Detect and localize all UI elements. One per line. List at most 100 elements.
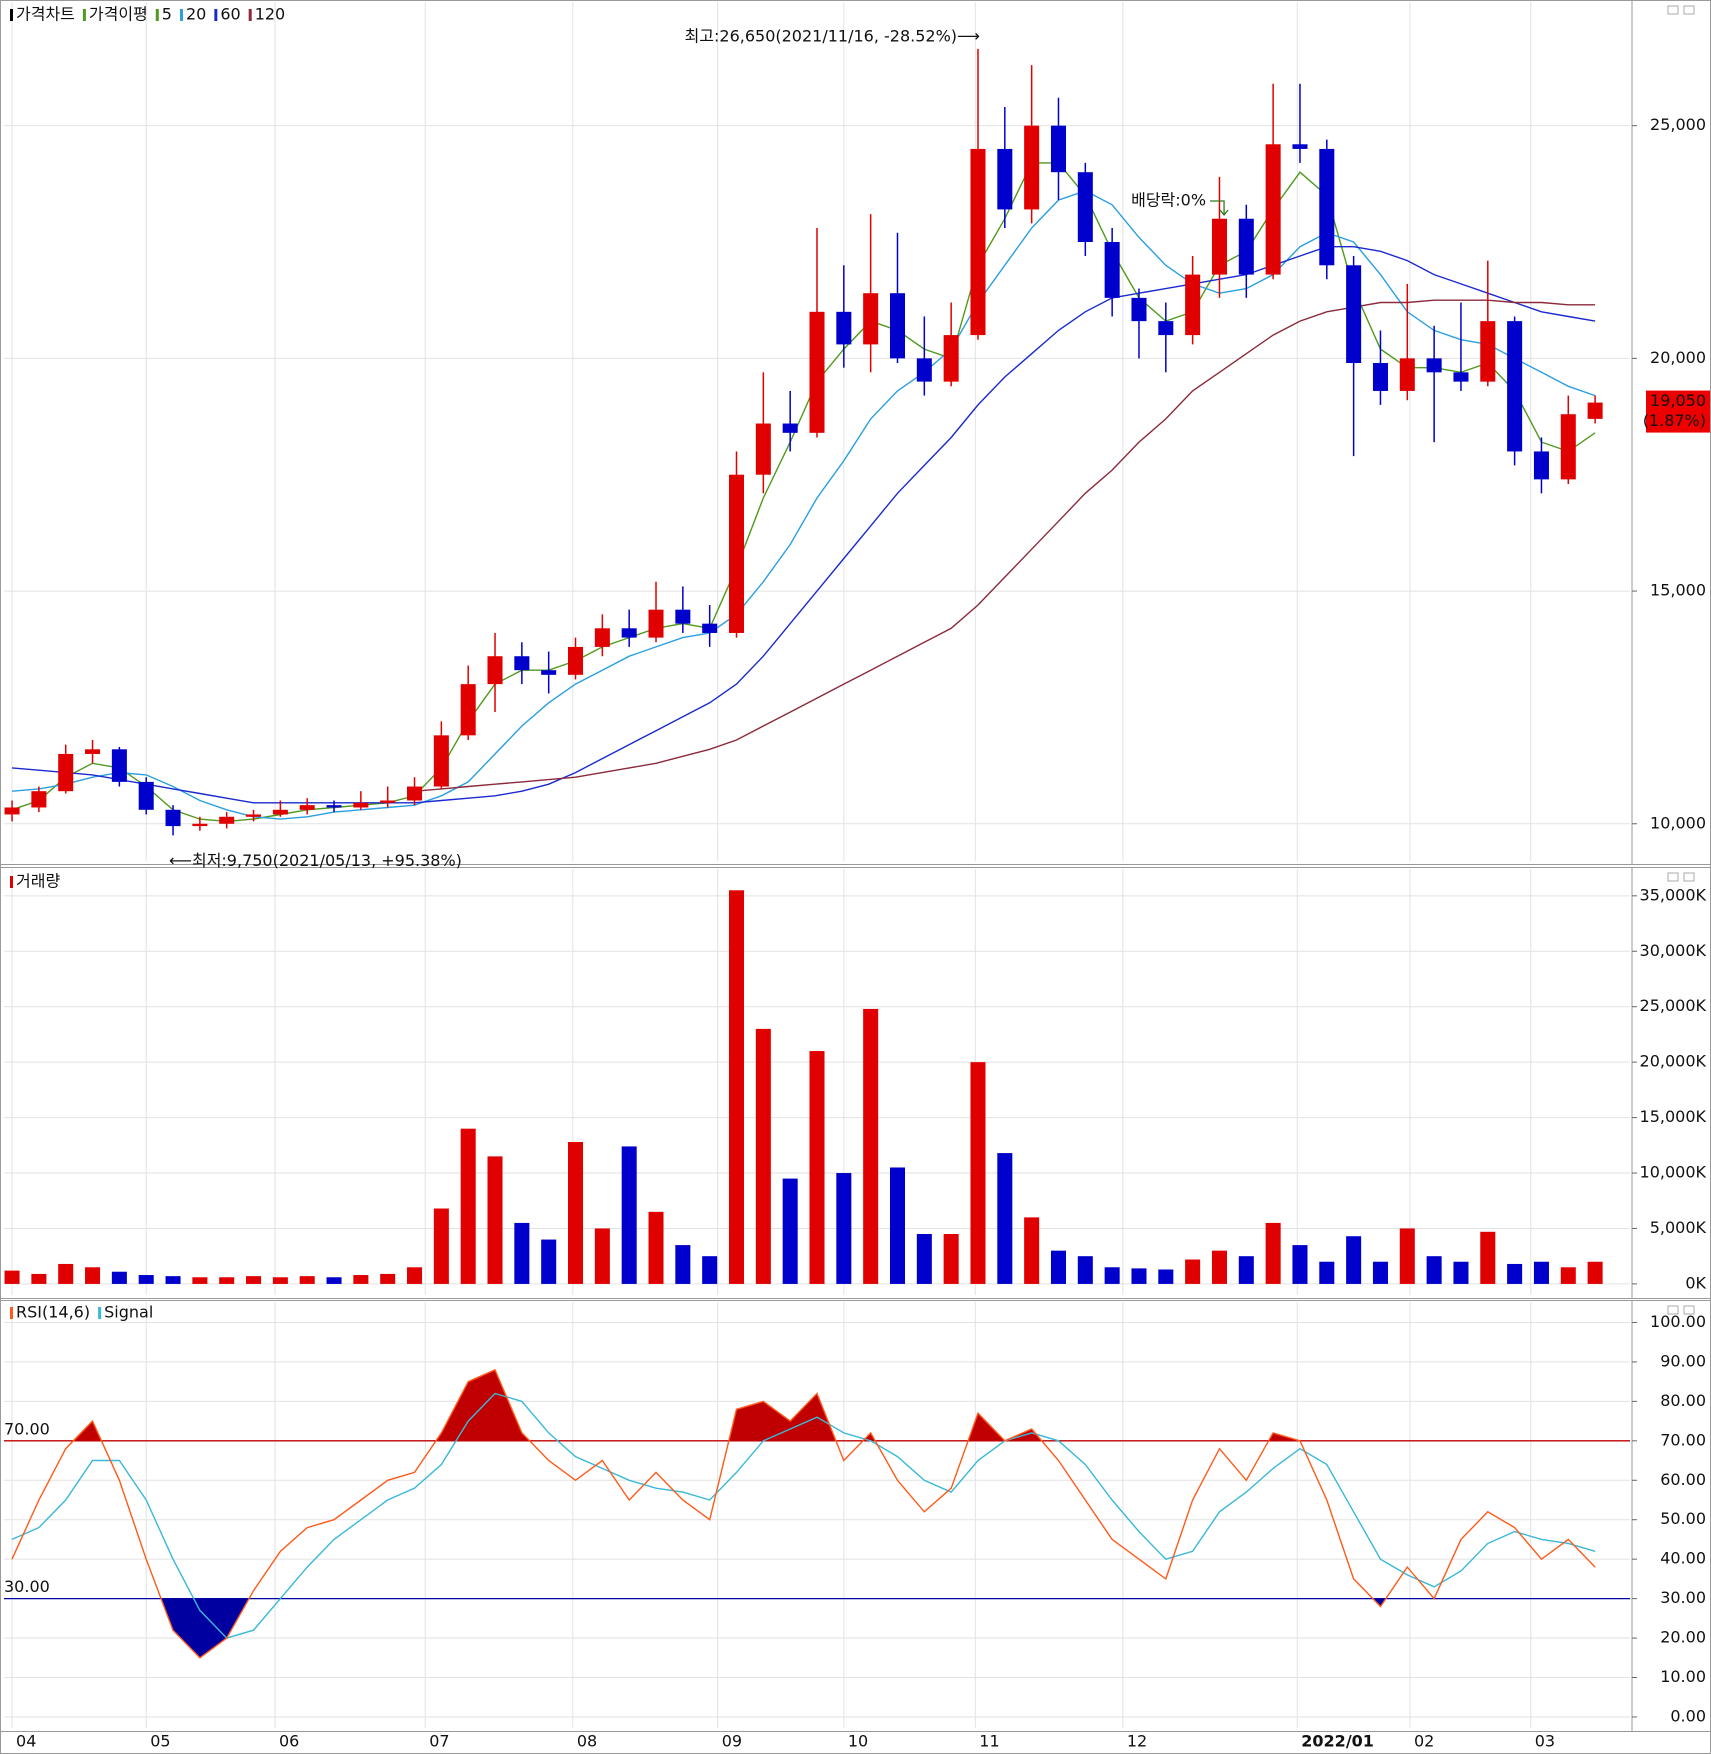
y-tick-label: 5,000K bbox=[1650, 1218, 1707, 1237]
volume-bar bbox=[1560, 1267, 1576, 1284]
panel-button bbox=[1667, 5, 1679, 15]
legend-label: 가격이평 bbox=[89, 5, 148, 24]
candle-body bbox=[541, 670, 557, 675]
legend-swatch bbox=[10, 9, 13, 21]
candle-body bbox=[4, 807, 20, 815]
candle-body bbox=[621, 628, 637, 638]
candle-body bbox=[568, 646, 584, 675]
candle-body bbox=[460, 684, 476, 736]
volume-bar bbox=[326, 1277, 342, 1284]
panel-button bbox=[1667, 872, 1679, 882]
high-annotation: 최고:26,650(2021/11/16, -28.52%)⟶ bbox=[685, 26, 980, 45]
candle-body bbox=[31, 791, 47, 808]
candle-body bbox=[1050, 125, 1066, 173]
volume-bar bbox=[648, 1211, 664, 1284]
legend-swatch bbox=[155, 9, 159, 21]
volume-bar bbox=[1185, 1259, 1201, 1284]
x-tick-label: 06 bbox=[279, 1732, 299, 1751]
x-tick-label: 10 bbox=[848, 1732, 868, 1751]
volume-bar bbox=[299, 1276, 315, 1284]
candle-body bbox=[594, 628, 610, 647]
y-tick-label: 15,000 bbox=[1650, 581, 1706, 600]
volume-bar bbox=[755, 1028, 771, 1284]
last-price-label: 19,050 bbox=[1650, 391, 1706, 410]
x-tick-label: 07 bbox=[429, 1732, 449, 1751]
candle-body bbox=[1265, 144, 1281, 275]
candle-body bbox=[380, 800, 396, 803]
volume-bar bbox=[1533, 1261, 1549, 1284]
x-tick-label: 08 bbox=[577, 1732, 597, 1751]
candle-body bbox=[675, 609, 691, 624]
candle-body bbox=[782, 423, 798, 433]
candle-body bbox=[1211, 218, 1227, 275]
candle-body bbox=[58, 753, 74, 792]
panel-button bbox=[1683, 872, 1695, 882]
volume-bar bbox=[407, 1267, 423, 1284]
legend-label: 5 bbox=[162, 5, 172, 24]
volume-bar bbox=[31, 1273, 47, 1284]
y-tick-label: 80.00 bbox=[1660, 1391, 1706, 1410]
volume-bar bbox=[1426, 1256, 1442, 1284]
rsi-level-label: 70.00 bbox=[4, 1419, 50, 1438]
volume-bar bbox=[1265, 1222, 1281, 1284]
legend-swatch bbox=[214, 9, 218, 21]
panel-button bbox=[1683, 5, 1695, 15]
dividend-annotation: 배당락:0% bbox=[1131, 191, 1206, 210]
legend-label: 20 bbox=[186, 5, 206, 24]
volume-bar bbox=[460, 1128, 476, 1284]
volume-bar bbox=[702, 1256, 718, 1284]
candle-body bbox=[1238, 218, 1254, 275]
legend-label: 60 bbox=[220, 5, 240, 24]
y-tick-label: 10,000K bbox=[1640, 1163, 1707, 1182]
volume-bar bbox=[916, 1234, 932, 1284]
legend-swatch bbox=[82, 9, 86, 21]
volume-bar bbox=[594, 1228, 610, 1284]
x-tick-label: 05 bbox=[150, 1732, 170, 1751]
legend-label: 거래량 bbox=[16, 872, 60, 891]
volume-bar bbox=[836, 1173, 852, 1284]
rsi-level-label: 30.00 bbox=[4, 1577, 50, 1596]
volume-bar bbox=[165, 1276, 181, 1284]
candle-body bbox=[863, 293, 879, 345]
volume-bar bbox=[514, 1222, 530, 1284]
volume-bar bbox=[1453, 1261, 1469, 1284]
candle-body bbox=[1185, 274, 1201, 336]
candle-body bbox=[299, 805, 315, 810]
candle-body bbox=[1480, 321, 1496, 382]
volume-bar bbox=[1238, 1256, 1254, 1284]
candle-body bbox=[192, 823, 208, 827]
candle-body bbox=[138, 781, 154, 810]
candle-body bbox=[1158, 321, 1174, 336]
candle-body bbox=[1319, 148, 1335, 266]
last-price-box bbox=[1646, 390, 1710, 433]
y-tick-label: 15,000K bbox=[1640, 1107, 1707, 1126]
candle-body bbox=[1024, 125, 1040, 210]
candle-body bbox=[1372, 363, 1388, 391]
volume-bar bbox=[138, 1275, 154, 1284]
candle-body bbox=[219, 816, 235, 824]
volume-bar bbox=[433, 1208, 449, 1284]
volume-bar bbox=[1211, 1250, 1227, 1284]
candle-body bbox=[728, 474, 745, 633]
volume-bar bbox=[1346, 1236, 1362, 1284]
candle-body bbox=[943, 335, 959, 382]
volume-bar bbox=[1024, 1217, 1040, 1284]
rsi-line bbox=[11, 1392, 1596, 1639]
candle-body bbox=[85, 749, 101, 754]
y-tick-label: 30,000K bbox=[1640, 941, 1707, 960]
low-annotation: ⟵최저:9,750(2021/05/13, +95.38%) bbox=[169, 851, 462, 870]
volume-bar bbox=[728, 890, 745, 1284]
x-tick-label: 09 bbox=[722, 1732, 742, 1751]
candle-body bbox=[433, 735, 449, 787]
candle-body bbox=[1346, 265, 1362, 364]
candle-body bbox=[487, 656, 503, 685]
y-tick-label: 20,000 bbox=[1650, 348, 1706, 367]
candle-body bbox=[1426, 358, 1442, 373]
volume-bar bbox=[4, 1270, 20, 1284]
volume-bar bbox=[1399, 1228, 1415, 1284]
candle-body bbox=[1453, 372, 1469, 382]
volume-bar bbox=[675, 1245, 691, 1284]
candle-body bbox=[1507, 321, 1523, 452]
volume-bar bbox=[863, 1008, 879, 1284]
